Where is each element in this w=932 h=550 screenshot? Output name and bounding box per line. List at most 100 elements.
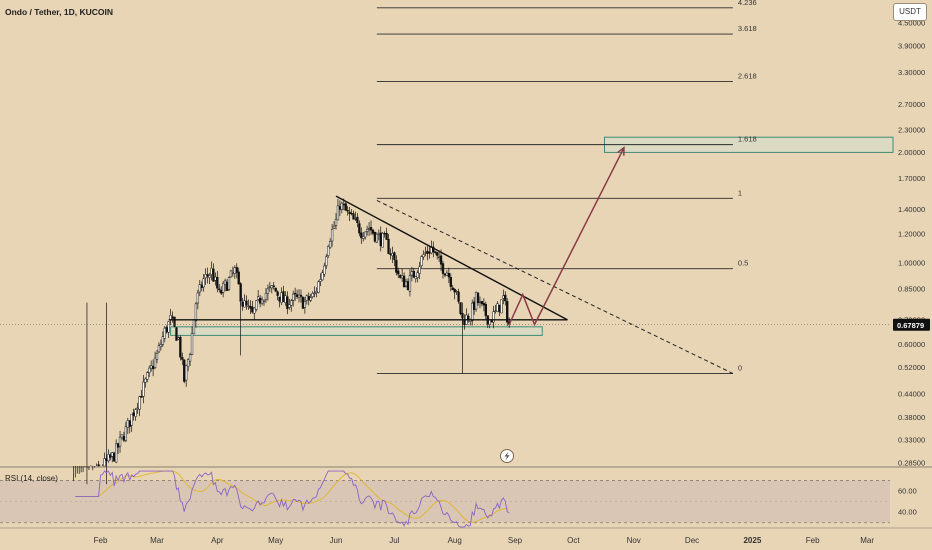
candle-body	[356, 216, 359, 223]
candle-body	[336, 205, 340, 221]
candle-body	[340, 202, 343, 210]
candle-body	[309, 297, 312, 301]
candle-body	[159, 344, 163, 347]
candle-body	[229, 270, 233, 278]
time-tick-label: Mar	[860, 536, 874, 545]
time-tick-label: Feb	[806, 536, 820, 545]
candle-body	[239, 283, 242, 302]
candle-body	[373, 232, 377, 242]
candle-body	[494, 310, 497, 312]
candle-body	[478, 301, 482, 303]
fib-level-label: 1	[738, 188, 742, 197]
candle-body	[387, 238, 390, 254]
candle-body	[192, 319, 196, 335]
candle-body	[293, 292, 297, 295]
candle-body	[344, 203, 347, 211]
candle-body	[161, 336, 164, 345]
rsi-tick-label: 40.00	[898, 508, 917, 517]
candle-body	[393, 252, 396, 260]
candle-body	[437, 256, 441, 258]
forecast-arrowhead	[617, 146, 625, 156]
candle-body	[313, 292, 316, 295]
candle-body	[132, 412, 135, 416]
price-tick-label: 4.50000	[898, 19, 925, 28]
candle-body	[480, 300, 484, 305]
candle-body	[350, 212, 353, 215]
candle-body	[257, 296, 260, 300]
candle-body	[330, 229, 334, 242]
candle-body	[113, 452, 116, 462]
candle-body	[360, 232, 363, 239]
candle-body	[434, 251, 437, 253]
candle-body	[126, 420, 129, 428]
candle-body	[385, 232, 388, 240]
candle-body	[286, 296, 289, 309]
candle-body	[451, 287, 454, 291]
candle-body	[260, 299, 264, 304]
candle-body	[334, 219, 338, 226]
candle-body	[332, 225, 336, 229]
candle-body	[251, 306, 254, 313]
candle-body	[272, 285, 275, 288]
candle-body	[185, 365, 188, 381]
candle-body	[354, 218, 357, 220]
candle-body	[255, 300, 258, 310]
candle-body	[472, 301, 476, 310]
fib-level-label: 1.618	[738, 135, 757, 144]
time-tick-label: May	[268, 536, 283, 545]
candle-body	[317, 281, 320, 293]
candle-body	[338, 206, 342, 210]
price-tick-label: 0.85000	[898, 284, 925, 293]
dashed-trendline	[376, 199, 734, 374]
candle-body	[231, 272, 235, 274]
candle-body	[502, 295, 505, 299]
price-tick-label: 0.38000	[898, 413, 925, 422]
candle-body	[278, 296, 281, 302]
fib-level-label: 3.618	[738, 24, 757, 33]
price-tick-label: 2.70000	[898, 100, 925, 109]
candle-body	[428, 251, 431, 254]
candle-body	[449, 276, 452, 287]
candle-body	[504, 294, 507, 302]
candle-body	[383, 233, 386, 235]
candle-body	[148, 367, 151, 373]
candle-body	[371, 229, 375, 234]
candle-body	[399, 275, 402, 278]
candle-body	[177, 337, 180, 340]
candle-body	[408, 275, 412, 292]
time-tick-label: Jul	[389, 536, 399, 545]
candle-body	[381, 233, 384, 248]
candle-body	[155, 353, 159, 360]
candle-body	[346, 210, 349, 212]
candle-body	[274, 287, 277, 292]
fib-level-label: 2.618	[738, 71, 757, 80]
candle-body	[327, 246, 330, 256]
candle-body	[276, 291, 279, 296]
candle-body	[97, 464, 100, 467]
candle-body	[142, 381, 145, 397]
price-tick-label: 0.60000	[898, 340, 925, 349]
candle-body	[455, 290, 458, 293]
candle-body	[175, 327, 178, 341]
candle-body	[506, 301, 509, 323]
currency-button[interactable]: USDT	[893, 3, 927, 21]
candle-body	[305, 295, 308, 301]
candle-body	[395, 259, 398, 273]
price-tick-label: 1.00000	[898, 258, 925, 267]
candle-body	[206, 274, 209, 277]
candle-body	[418, 266, 421, 274]
candle-body	[124, 426, 128, 441]
candle-body	[288, 304, 291, 308]
candle-body	[120, 434, 124, 439]
candle-body	[436, 252, 439, 256]
lightning-icon[interactable]	[500, 449, 514, 463]
forecast-path	[508, 147, 625, 327]
candle-body	[249, 305, 252, 309]
candle-body	[146, 372, 149, 380]
candle-body	[128, 420, 131, 427]
candle-body	[297, 294, 301, 298]
candle-body	[179, 336, 182, 358]
candle-body	[150, 365, 153, 369]
candle-body	[111, 452, 114, 457]
